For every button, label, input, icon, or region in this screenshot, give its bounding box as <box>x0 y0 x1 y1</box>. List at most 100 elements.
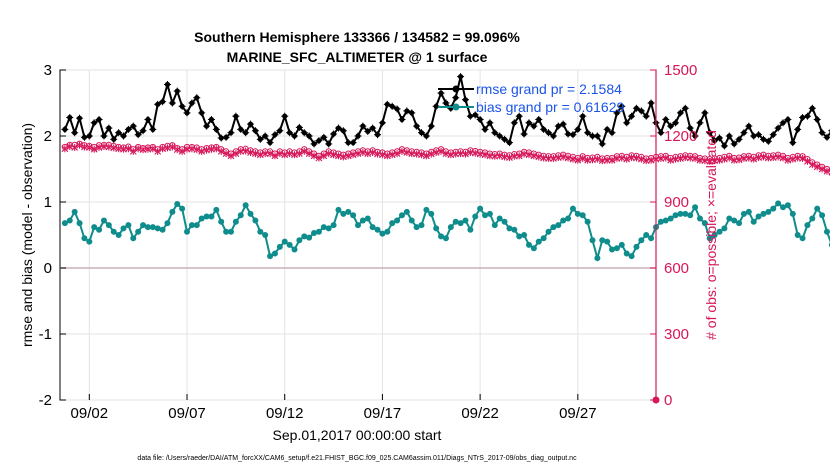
obs-evaluated-point <box>813 163 821 171</box>
bias-point <box>569 205 576 212</box>
footnote: data file: /Users/raeder/DAI/ATM_forcXX/… <box>137 455 577 462</box>
bias-point <box>330 222 337 229</box>
bias-point <box>731 217 738 224</box>
rmse-point <box>139 127 147 135</box>
rmse-point <box>76 114 84 122</box>
rmse-point <box>422 132 430 140</box>
rmse-point <box>510 119 518 127</box>
bias-point <box>184 228 191 235</box>
rmse-point <box>398 116 406 123</box>
bias-point <box>384 228 391 235</box>
bias-point <box>423 206 430 213</box>
obs-evaluated-point <box>76 141 83 149</box>
chart-subtitle: MARINE_SFC_ALTIMETER @ 1 surface <box>227 49 488 65</box>
obs-evaluated-point <box>295 150 303 158</box>
bias-point <box>218 218 225 225</box>
bias-point <box>100 217 107 224</box>
bias-point <box>736 220 743 227</box>
bias-point <box>169 208 176 215</box>
rmse-point <box>227 129 235 137</box>
rmse-point <box>647 99 655 107</box>
y-tick-label-right: 600 <box>664 260 689 277</box>
bias-point <box>159 226 166 233</box>
obs-evaluated-point <box>125 145 132 153</box>
obs-evaluated-point <box>310 152 318 160</box>
rmse-point <box>183 109 191 117</box>
bias-point <box>657 218 664 225</box>
bias-point <box>687 212 694 219</box>
rmse-point <box>203 122 211 130</box>
bias-point <box>164 220 171 227</box>
bias-point <box>550 224 557 231</box>
rmse-point <box>178 102 186 110</box>
rmse-point <box>276 127 284 135</box>
bias-point <box>315 228 322 235</box>
obs-evaluated-point <box>574 156 582 164</box>
bias-point <box>86 238 93 245</box>
rmse-point <box>672 119 680 127</box>
bias-point <box>648 235 655 242</box>
y-tick-label-left: 1 <box>44 194 52 211</box>
obs-evaluated-point <box>818 165 826 173</box>
obs-evaluated-point <box>193 146 201 154</box>
rmse-point <box>154 100 162 108</box>
rmse-point <box>559 120 567 128</box>
y-axis-label-left: rmse and bias (model - observation) <box>19 123 35 347</box>
legend-label-bias: bias grand pr = 0.61629 <box>476 99 624 115</box>
rmse-point <box>779 119 787 127</box>
rmse-point <box>452 94 460 102</box>
rmse-point <box>549 132 557 140</box>
bias-point <box>345 208 352 215</box>
rmse-point <box>803 112 811 120</box>
rmse-point <box>764 137 772 145</box>
rmse-point <box>530 122 538 130</box>
rmse-point <box>344 139 352 147</box>
bias-point <box>711 232 718 238</box>
bias-point <box>267 253 274 260</box>
obs-evaluated-point <box>149 145 157 153</box>
rmse-point <box>466 112 474 120</box>
bias-point <box>613 245 620 252</box>
rmse-point <box>520 130 528 138</box>
bias-point <box>765 208 772 215</box>
bias-point <box>472 213 479 220</box>
ticks-layer: -2 -1 0 1 2 3 0 300 600 900 1200 1500 09/02 09/07 09/1… <box>39 62 698 422</box>
legend-label-rmse: rmse grand pr = 2.1584 <box>476 81 622 97</box>
x-tick-label: 09/27 <box>559 405 597 422</box>
rmse-point <box>642 112 650 120</box>
rmse-point <box>686 124 694 132</box>
y-tick-label-left: 3 <box>44 62 52 79</box>
rmse-point <box>66 114 74 122</box>
rmse-point <box>266 139 274 147</box>
rmse-point <box>730 140 738 148</box>
rmse-point <box>759 135 767 143</box>
bias-point <box>643 232 650 238</box>
rmse-point <box>813 116 821 123</box>
bias-point <box>623 250 630 257</box>
bias-point <box>574 210 581 217</box>
y-tick-label-right: 1200 <box>664 128 697 145</box>
bias-point <box>716 228 723 235</box>
obs-evaluated-point <box>515 152 523 160</box>
bias-point <box>213 206 220 213</box>
bias-point <box>521 232 528 238</box>
obs-evaluated-point <box>623 155 631 163</box>
rmse-point <box>339 127 347 135</box>
bias-point <box>91 224 98 231</box>
rmse-point <box>100 132 108 140</box>
rmse-point <box>437 89 445 97</box>
rmse-point <box>149 125 157 133</box>
obs-evaluated-point <box>168 143 176 151</box>
obs-evaluated-point <box>173 146 181 154</box>
obs-evaluated-point <box>427 150 435 158</box>
rmse-point <box>755 131 763 139</box>
bias-point <box>784 202 791 209</box>
rmse-point <box>745 122 753 130</box>
bias-point <box>447 224 454 231</box>
bias-point <box>599 237 606 244</box>
obs-evaluated-point <box>725 154 733 162</box>
rmse-point <box>247 120 255 128</box>
rmse-point <box>681 104 689 112</box>
y-tick-label-right: 1500 <box>664 62 697 79</box>
rmse-point <box>388 102 396 110</box>
